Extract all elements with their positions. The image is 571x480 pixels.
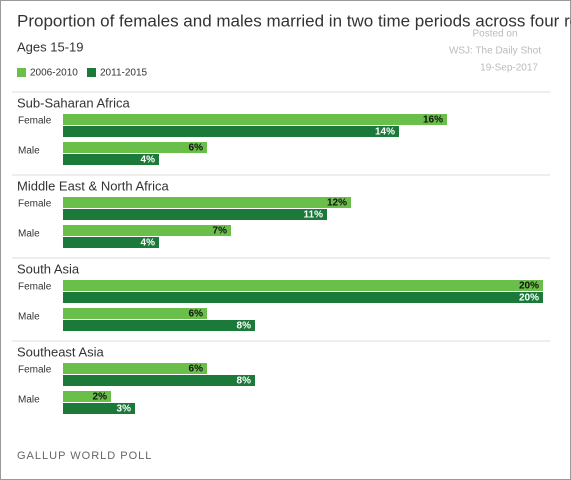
value-label: 6%	[189, 143, 204, 154]
value-label: 4%	[141, 238, 156, 249]
category-label: Male	[18, 312, 40, 323]
bar	[63, 154, 159, 165]
category-label: Female	[18, 282, 52, 293]
bar	[63, 391, 111, 402]
value-label: 16%	[423, 115, 443, 126]
annotation: 19-Sep-2017	[480, 63, 538, 74]
value-label: 2%	[93, 392, 108, 403]
bar	[63, 280, 543, 291]
chart-title: Proportion of females and males married …	[17, 11, 571, 30]
category-label: Female	[18, 116, 52, 127]
legend-swatch	[17, 68, 26, 77]
value-label: 14%	[375, 127, 395, 138]
bar	[63, 225, 231, 236]
panel-title: Sub-Saharan Africa	[17, 95, 131, 110]
bar	[63, 209, 327, 220]
legend-swatch	[87, 68, 96, 77]
category-label: Female	[18, 199, 52, 210]
bar	[63, 197, 351, 208]
bar	[63, 363, 207, 374]
bar	[63, 142, 207, 153]
category-label: Male	[18, 229, 40, 240]
category-label: Male	[18, 146, 40, 157]
value-label: 8%	[237, 376, 252, 387]
bar	[63, 126, 399, 137]
panel-title: Southeast Asia	[17, 344, 104, 359]
value-label: 20%	[519, 281, 539, 292]
category-label: Female	[18, 365, 52, 376]
source: GALLUP WORLD POLL	[17, 450, 152, 462]
panel-title: Middle East & North Africa	[17, 178, 169, 193]
bar	[63, 114, 447, 125]
value-label: 6%	[189, 364, 204, 375]
bar	[63, 292, 543, 303]
legend-label: 2011-2015	[100, 68, 148, 79]
category-label: Male	[18, 395, 40, 406]
value-label: 12%	[327, 198, 347, 209]
annotation: WSJ: The Daily Shot	[449, 46, 541, 57]
bar	[63, 375, 255, 386]
legend-label: 2006-2010	[30, 68, 78, 79]
value-label: 4%	[141, 155, 156, 166]
bar	[63, 308, 207, 319]
annotation: Posted on	[472, 29, 517, 40]
value-label: 11%	[304, 210, 324, 221]
value-label: 7%	[213, 226, 228, 237]
bar	[63, 403, 135, 414]
value-label: 3%	[117, 404, 132, 415]
bar	[63, 237, 159, 248]
value-label: 20%	[519, 293, 539, 304]
bar	[63, 320, 255, 331]
subtitle: Ages 15-19	[17, 39, 84, 54]
value-label: 6%	[189, 309, 204, 320]
value-label: 8%	[237, 321, 252, 332]
panel-title: South Asia	[17, 261, 80, 276]
